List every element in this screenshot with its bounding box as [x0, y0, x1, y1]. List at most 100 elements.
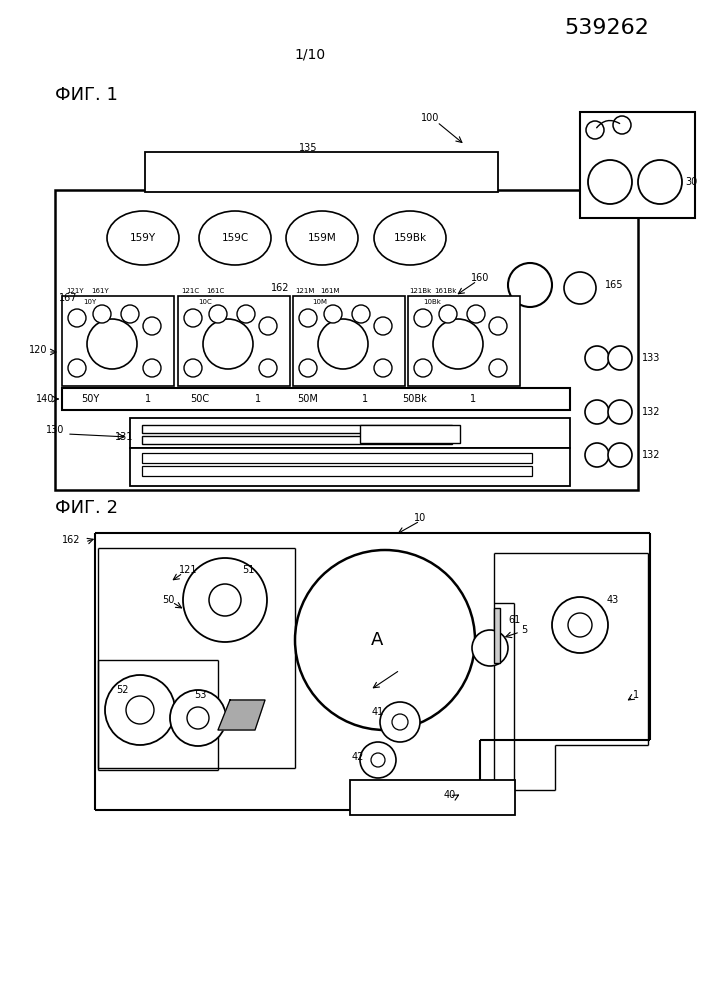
Text: 162: 162	[271, 283, 289, 293]
Circle shape	[374, 317, 392, 335]
Circle shape	[318, 319, 368, 369]
Circle shape	[608, 400, 632, 424]
Bar	[142, 436, 452, 444]
Text: 159Bk: 159Bk	[393, 233, 426, 243]
Text: 50: 50	[162, 595, 174, 605]
Text: 539262: 539262	[565, 18, 650, 38]
Circle shape	[588, 160, 632, 204]
Text: 40: 40	[444, 790, 456, 800]
Text: A: A	[370, 631, 383, 649]
Circle shape	[374, 359, 392, 377]
Text: 1: 1	[470, 394, 476, 404]
Circle shape	[585, 400, 609, 424]
Bar	[350, 780, 515, 815]
Bar	[293, 296, 405, 386]
Circle shape	[508, 263, 552, 307]
Circle shape	[392, 714, 408, 730]
Ellipse shape	[286, 211, 358, 265]
Circle shape	[237, 305, 255, 323]
Bar	[178, 296, 290, 386]
Circle shape	[105, 675, 175, 745]
Text: ФИГ. 2: ФИГ. 2	[55, 499, 118, 517]
Circle shape	[613, 116, 631, 134]
Polygon shape	[218, 700, 265, 730]
Circle shape	[93, 305, 111, 323]
Text: 100: 100	[421, 113, 439, 123]
Text: 160: 160	[471, 273, 489, 283]
Text: 121Bk: 121Bk	[409, 288, 431, 294]
Text: 10Y: 10Y	[83, 299, 97, 305]
Bar	[55, 190, 638, 490]
Text: ФИГ. 1: ФИГ. 1	[55, 86, 118, 104]
Circle shape	[467, 305, 485, 323]
Text: 53: 53	[194, 690, 206, 700]
Circle shape	[552, 597, 608, 653]
Circle shape	[126, 696, 154, 724]
Text: 135: 135	[299, 143, 317, 153]
Circle shape	[299, 309, 317, 327]
Circle shape	[209, 305, 227, 323]
Circle shape	[439, 305, 457, 323]
Text: 162: 162	[62, 535, 80, 545]
Text: 5: 5	[521, 625, 527, 635]
Circle shape	[143, 359, 161, 377]
Bar	[130, 448, 570, 486]
Circle shape	[433, 319, 483, 369]
Circle shape	[80, 305, 100, 325]
Circle shape	[87, 319, 137, 369]
Text: 10C: 10C	[198, 299, 212, 305]
Bar	[408, 296, 520, 386]
Ellipse shape	[107, 211, 179, 265]
Circle shape	[608, 443, 632, 467]
Text: 1: 1	[255, 394, 261, 404]
Text: 159M: 159M	[308, 233, 337, 243]
Circle shape	[299, 359, 317, 377]
Text: 161Y: 161Y	[91, 288, 109, 294]
Text: 121M: 121M	[296, 288, 315, 294]
Text: 50C: 50C	[190, 394, 209, 404]
Text: 41: 41	[372, 707, 384, 717]
Circle shape	[143, 317, 161, 335]
Text: 1/10: 1/10	[294, 48, 325, 62]
Text: 1: 1	[362, 394, 368, 404]
Circle shape	[414, 359, 432, 377]
Text: 121: 121	[179, 565, 197, 575]
Circle shape	[68, 359, 86, 377]
Circle shape	[585, 346, 609, 370]
Text: 121C: 121C	[181, 288, 199, 294]
Circle shape	[360, 742, 396, 778]
Text: 167: 167	[59, 293, 77, 303]
Circle shape	[414, 309, 432, 327]
Circle shape	[209, 584, 241, 616]
Text: 1: 1	[145, 394, 151, 404]
Circle shape	[68, 309, 86, 327]
Text: 121Y: 121Y	[66, 288, 84, 294]
Text: 161Bk: 161Bk	[434, 288, 456, 294]
Circle shape	[121, 305, 139, 323]
Circle shape	[472, 630, 508, 666]
Text: 161M: 161M	[320, 288, 340, 294]
Text: 161C: 161C	[206, 288, 224, 294]
Text: 43: 43	[607, 595, 619, 605]
Circle shape	[489, 317, 507, 335]
Circle shape	[352, 305, 370, 323]
Circle shape	[371, 753, 385, 767]
Text: 50Y: 50Y	[81, 394, 99, 404]
Circle shape	[259, 359, 277, 377]
Bar	[494, 608, 500, 663]
Text: 1: 1	[633, 690, 639, 700]
Circle shape	[586, 121, 604, 139]
Circle shape	[638, 160, 682, 204]
Text: 10: 10	[414, 513, 426, 523]
Circle shape	[295, 550, 475, 730]
Bar	[142, 425, 452, 433]
Bar	[142, 466, 532, 476]
Text: 132: 132	[642, 407, 660, 417]
Bar	[62, 388, 570, 410]
Circle shape	[259, 317, 277, 335]
Text: 159C: 159C	[221, 233, 249, 243]
Ellipse shape	[374, 211, 446, 265]
Ellipse shape	[199, 211, 271, 265]
Text: 159Y: 159Y	[130, 233, 156, 243]
Text: 132: 132	[642, 450, 660, 460]
